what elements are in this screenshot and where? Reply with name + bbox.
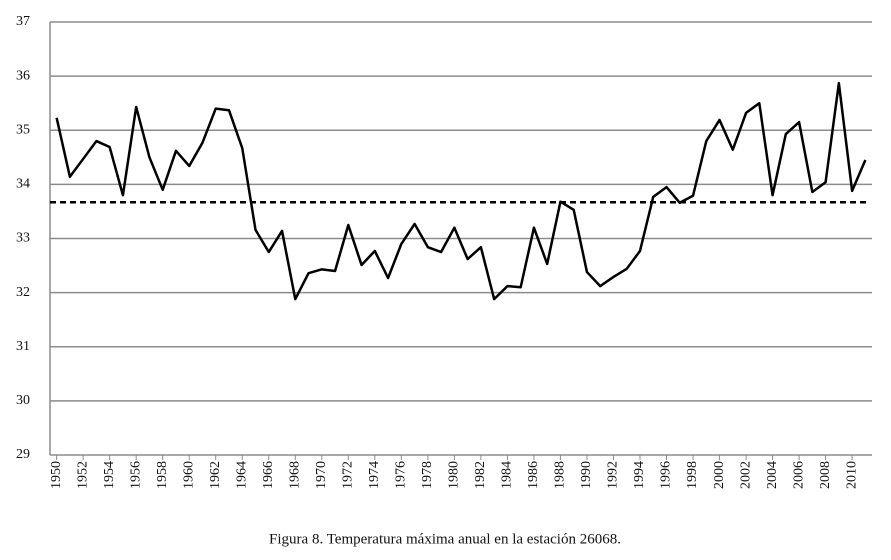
x-tick-label: 2010: [844, 461, 859, 489]
y-tick-label: 32: [16, 285, 30, 300]
chart-title: Figura 8. Temperatura máxima anual en la…: [269, 531, 621, 547]
x-tick-label: 1990: [579, 461, 594, 489]
y-tick-label: 29: [16, 447, 30, 462]
x-tick-label: 1950: [49, 461, 64, 489]
x-tick-label: 1958: [155, 461, 170, 489]
x-tick-label: 1984: [500, 461, 515, 489]
x-tick-label: 1998: [685, 461, 700, 489]
x-tick-label: 1962: [208, 461, 223, 489]
x-tick-label: 1988: [553, 461, 568, 489]
x-tick-label: 1966: [261, 461, 276, 489]
y-tick-label: 33: [16, 231, 30, 246]
x-tick-label: 1968: [287, 461, 302, 489]
x-tick-label: 2004: [765, 461, 780, 489]
x-tick-label: 1996: [659, 461, 674, 489]
x-tick-label: 2008: [818, 461, 833, 489]
x-tick-label: 1976: [394, 461, 409, 489]
y-tick-label: 30: [16, 393, 30, 408]
x-tick-label: 1980: [447, 461, 462, 489]
x-tick-label: 2002: [738, 461, 753, 489]
x-tick-label: 1964: [234, 461, 249, 489]
x-tick-label: 2000: [712, 461, 727, 489]
x-tick-label: 1978: [420, 461, 435, 489]
y-tick-label: 37: [16, 14, 30, 29]
x-tick-label: 1974: [367, 461, 382, 489]
x-tick-label: 1954: [102, 461, 117, 489]
x-tick-label: 1994: [632, 461, 647, 489]
y-tick-label: 35: [16, 122, 30, 137]
data-line: [55, 81, 867, 301]
x-tick-label: 1960: [181, 461, 196, 489]
x-tick-label: 1956: [128, 461, 143, 489]
x-tick-label: 1952: [75, 461, 90, 489]
y-tick-label: 31: [16, 339, 30, 354]
x-tick-label: 1970: [314, 461, 329, 489]
x-tick-label: 1972: [341, 461, 356, 489]
x-tick-label: 1986: [526, 461, 541, 489]
y-tick-label: 34: [16, 177, 30, 192]
x-tick-label: 2006: [791, 461, 806, 489]
y-tick-label: 36: [16, 68, 30, 83]
x-tick-label: 1982: [473, 461, 488, 489]
x-tick-label: 1992: [606, 461, 621, 489]
